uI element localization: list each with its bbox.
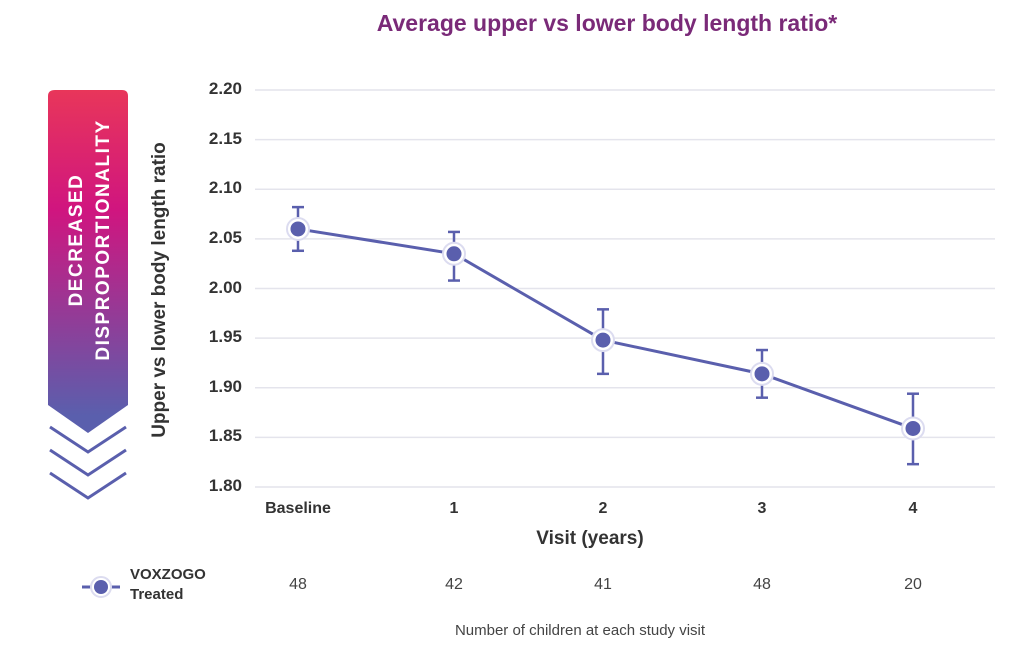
x-tick-label: 4 <box>908 500 918 517</box>
legend-marker-icon <box>82 576 120 598</box>
y-tick-label: 2.15 <box>208 128 242 148</box>
count-value: 41 <box>594 576 612 593</box>
legend-line1: VOXZOGO <box>130 566 206 583</box>
data-point <box>595 332 611 348</box>
y-tick-label: 2.00 <box>208 277 242 297</box>
y-tick-label: 2.20 <box>208 79 242 98</box>
y-tick-label: 1.85 <box>208 426 242 446</box>
chevron-down-icons <box>49 425 127 500</box>
count-value: 48 <box>753 576 771 593</box>
data-point <box>290 221 306 237</box>
y-tick-label: 1.95 <box>208 327 242 347</box>
counts-label: Number of children at each study visit <box>454 622 706 639</box>
data-point <box>446 246 462 262</box>
chevron-down-icon <box>49 448 127 477</box>
count-value: 42 <box>445 576 463 593</box>
chart-title: Average upper vs lower body length ratio… <box>376 10 838 36</box>
chevron-down-icon <box>49 425 127 454</box>
x-tick-label: Baseline <box>265 500 331 517</box>
y-tick-label: 2.10 <box>208 178 242 198</box>
x-tick-label: 2 <box>598 500 608 517</box>
x-tick-label: 3 <box>757 500 767 517</box>
y-tick-label: 1.90 <box>208 376 242 396</box>
x-tick-label: 1 <box>449 500 459 517</box>
chevron-down-icon <box>49 471 127 500</box>
count-value: 48 <box>289 576 307 593</box>
legend-label: VOXZOGO Treated <box>130 565 206 605</box>
data-point <box>905 420 921 436</box>
data-point <box>754 366 770 382</box>
y-tick-label: 2.05 <box>208 227 242 247</box>
count-value: 20 <box>904 576 922 593</box>
x-axis-label: Visit (years) <box>536 528 644 549</box>
legend-line2: Treated <box>130 586 184 603</box>
arrow-body <box>48 90 128 433</box>
y-tick-label: 1.80 <box>208 476 242 495</box>
